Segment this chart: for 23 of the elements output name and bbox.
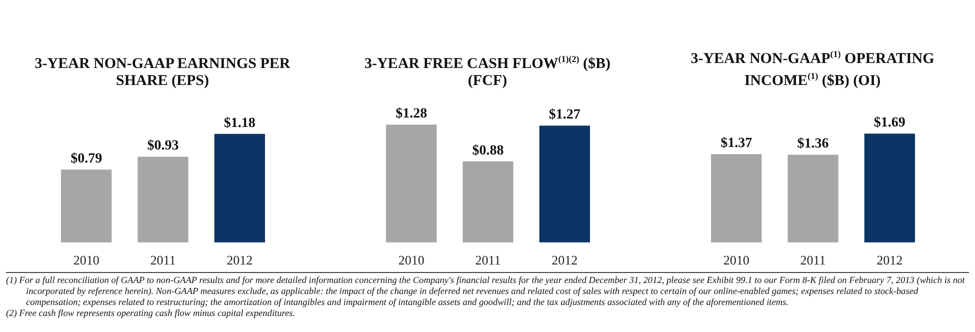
data-label: $1.27 (548, 108, 580, 123)
data-label: $1.28 (395, 106, 427, 122)
x-tick-label: 2011 (474, 252, 500, 268)
x-tick-label: 2010 (722, 252, 749, 268)
data-label: $1.69 (873, 116, 905, 131)
x-tick-label: 2011 (150, 252, 176, 268)
chart-title: 3-YEAR NON-GAAP EARNINGS PER SHARE (EPS) (34, 56, 292, 90)
text: (1) For a full reconciliation of GAAP to non-GAAP results and for more detailed information concerning the Company's financial results for the year ended December 31, 2012, please see Exhibit 99.1 to our Form 8-K filed on February 7, 2013 (which is not incorporated by reference herein). Non-GAAP measures exclude, as applicable: the impact of the change in deferred net revenues and related cost of sales with respect to certain of our online-enabled games; expenses related to stock-based compensation; expenses related to restructuring; the amortization of intangibles and impairment of intangible assets and goodwill; and the tax adjustments associated with any of the aforementioned items. (6, 276, 966, 309)
data-label: $1.18 (223, 116, 255, 131)
text: (2) Free cash flow represents operating cash flow minus capital expenditures. (6, 309, 296, 320)
x-tick-label: 2012 (551, 252, 578, 268)
x-tick-label: 2012 (876, 252, 902, 268)
data-label: $1.37 (720, 136, 752, 152)
data-label: $0.93 (146, 138, 178, 154)
data-label: $0.88 (472, 143, 504, 158)
x-tick-label: 2012 (226, 252, 252, 268)
data-label: $1.36 (796, 136, 828, 152)
x-tick-label: 2010 (398, 252, 424, 268)
x-tick-label: 2010 (72, 252, 99, 268)
data-label: $0.79 (70, 152, 102, 167)
chart-title: 3-YEAR FREE CASH FLOW$^{(1)(2)}$ ($B) (FCF) (364, 54, 610, 89)
chart-title: 3-YEAR NON-GAAP$^{(1)}$ OPERATING INCOME$^{(1)}$ ($B) (OI) (690, 49, 934, 89)
x-tick-label: 2011 (800, 252, 826, 268)
